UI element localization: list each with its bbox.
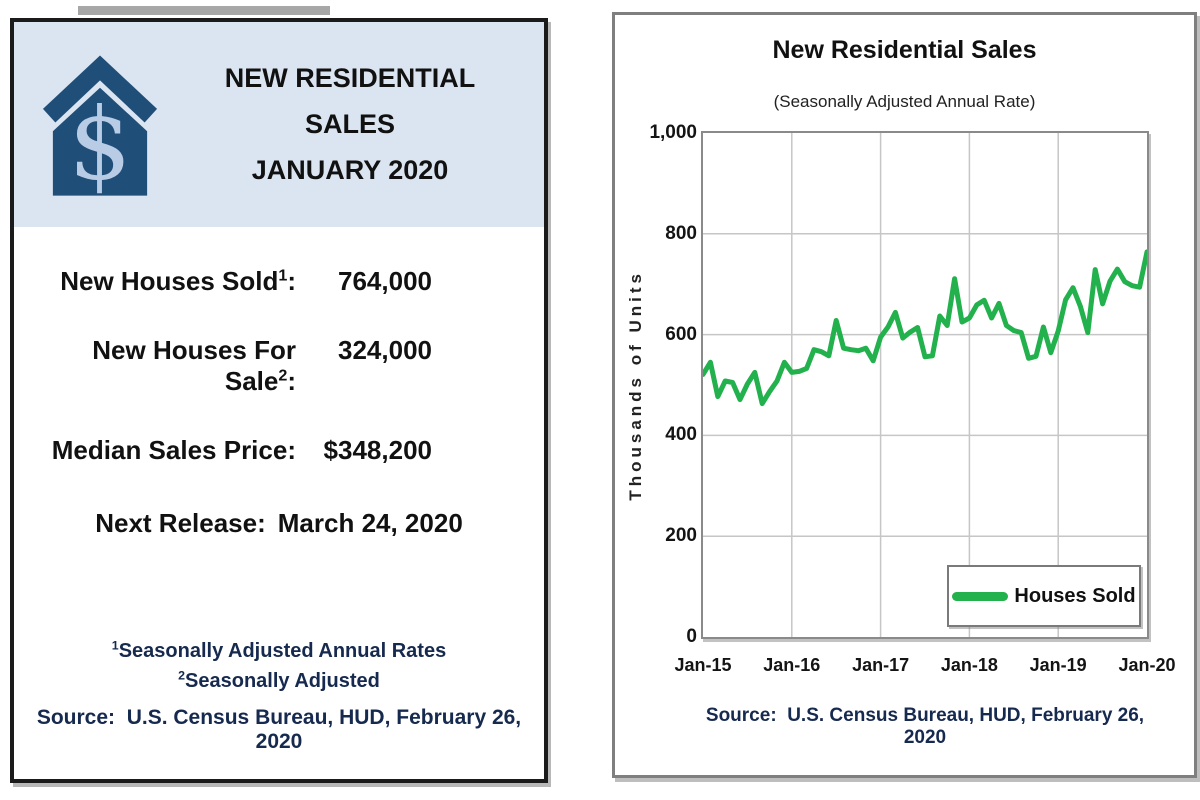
footnote-2: 2Seasonally Adjusted: [14, 668, 544, 693]
stat-label-sup: 2: [278, 366, 288, 385]
stat-value: 764,000: [338, 266, 432, 296]
next-release-label: Next Release:: [95, 508, 266, 538]
legend-label: Houses Sold: [1014, 584, 1136, 607]
title-line-3: JANUARY 2020: [251, 155, 449, 185]
footnote-1: 1Seasonally Adjusted Annual Rates: [14, 638, 544, 663]
footnote-1-sup: 1: [111, 638, 119, 653]
legend-line-swatch: [952, 591, 1009, 601]
stat-label-text: New Houses For Sale: [92, 335, 296, 396]
stat-row-houses-sold: New Houses Sold1: 764,000: [14, 266, 544, 297]
x-tick-label: Jan-20: [1118, 655, 1176, 675]
info-card: $ NEW RESIDENTIAL SALES JANUARY 2020 New…: [10, 18, 548, 783]
stat-value: $348,200: [323, 435, 432, 465]
stat-label-text: New Houses Sold: [60, 266, 279, 296]
stat-label: New Houses For Sale2:: [14, 335, 296, 397]
stat-row-houses-for-sale: New Houses For Sale2: 324,000: [14, 335, 544, 397]
title-line-1: NEW RESIDENTIAL: [224, 63, 476, 93]
stat-label-text: Median Sales Price: [51, 435, 288, 465]
x-tick-label: Jan-19: [1029, 655, 1087, 675]
y-tick-label: 200: [665, 525, 697, 547]
stat-label-colon: :: [287, 266, 296, 296]
x-tick-label: Jan-18: [940, 655, 998, 675]
x-tick-label: Jan-15: [674, 655, 732, 675]
y-axis-ticks: 0 200 400 600 800 1,000: [641, 122, 697, 647]
svg-text:$: $: [68, 87, 131, 200]
footnote-1-text: Seasonally Adjusted Annual Rates: [118, 640, 447, 662]
plot-area: Houses Sold: [701, 131, 1149, 639]
chart-card: New Residential Sales (Seasonally Adjust…: [612, 12, 1197, 778]
chart-title: New Residential Sales: [772, 36, 1037, 64]
stat-row-median-price: Median Sales Price: $348,200: [14, 435, 544, 466]
legend: Houses Sold: [947, 565, 1141, 627]
houses-sold-chart: [703, 133, 1147, 637]
x-axis-ticks: Jan-15 Jan-16 Jan-17 Jan-18 Jan-19 Jan-20: [674, 655, 1175, 681]
stat-value: 324,000: [338, 335, 432, 365]
chart-source: Source: U.S. Census Bureau, HUD, Februar…: [705, 705, 1150, 748]
footnote-2-sup: 2: [178, 668, 186, 683]
stats-table: New Houses Sold1: 764,000 New Houses For…: [14, 266, 544, 466]
info-card-source: Source: U.S. Census Bureau, HUD, Februar…: [36, 706, 527, 753]
scan-artifact-bar: [78, 6, 330, 15]
info-card-title: NEW RESIDENTIAL SALES JANUARY 2020: [186, 46, 544, 203]
x-tick-label: Jan-16: [763, 655, 821, 675]
house-dollar-icon: $: [42, 55, 158, 200]
next-release-value: March 24, 2020: [277, 508, 463, 538]
y-tick-label: 1,000: [649, 122, 697, 143]
stat-label-colon: :: [287, 435, 296, 465]
y-tick-label: 600: [665, 323, 697, 345]
stat-label-sup: 1: [278, 266, 288, 285]
next-release-row: Next Release: March 24, 2020: [14, 508, 544, 539]
y-tick-label: 400: [665, 424, 697, 446]
stat-label-colon: :: [287, 366, 296, 396]
y-tick-label: 0: [686, 626, 697, 647]
footnotes: 1Seasonally Adjusted Annual Rates 2Seaso…: [14, 638, 544, 754]
stat-label: New Houses Sold1:: [14, 266, 296, 297]
info-card-header: $ NEW RESIDENTIAL SALES JANUARY 2020: [14, 22, 544, 227]
stat-label: Median Sales Price:: [14, 435, 296, 466]
chart-subtitle: (Seasonally Adjusted Annual Rate): [773, 92, 1036, 111]
y-tick-label: 800: [665, 222, 697, 244]
footnote-2-text: Seasonally Adjusted: [185, 670, 380, 692]
x-tick-label: Jan-17: [852, 655, 910, 675]
icon-wrap: $: [14, 50, 186, 200]
title-line-2: SALES: [304, 109, 396, 139]
